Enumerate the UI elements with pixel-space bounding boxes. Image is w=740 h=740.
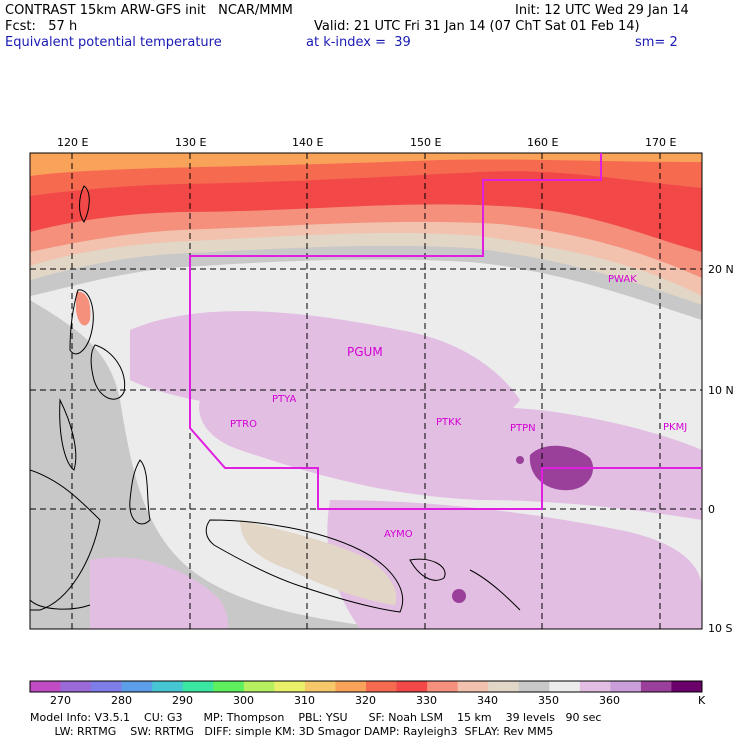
colorbar-label-350: 350: [538, 694, 559, 707]
colorbar-label-340: 340: [477, 694, 498, 707]
station-aymo: AYMO: [384, 529, 413, 540]
colorbar-swatch: [335, 681, 367, 692]
lat-label-10s: 10 S: [708, 622, 733, 635]
colorbar-swatch: [610, 681, 642, 692]
station-pwak: PWAK: [608, 274, 637, 285]
colorbar-label-290: 290: [172, 694, 193, 707]
colorbar-swatch: [640, 681, 672, 692]
colorbar-label-360: 360: [599, 694, 620, 707]
station-ptya: PTYA: [272, 394, 296, 405]
colorbar-swatch: [213, 681, 245, 692]
station-pgum: PGUM: [347, 345, 383, 359]
colorbar-label-270: 270: [50, 694, 71, 707]
colorbar-swatch: [243, 681, 275, 692]
colorbar-label-330: 330: [416, 694, 437, 707]
colorbar-swatch: [671, 681, 703, 692]
colorbar-swatch: [518, 681, 550, 692]
colorbar-swatch: [457, 681, 489, 692]
colorbar-swatch: [152, 681, 184, 692]
region-boundary: [189, 153, 702, 510]
colorbar-swatch: [30, 681, 62, 692]
colorbar-swatch: [549, 681, 581, 692]
colorbar-swatch: [396, 681, 428, 692]
station-labels: PGUM PTYA PTRO PTKK PTPN PKMJ PWAK AYMO: [230, 274, 687, 540]
colorbar-swatch: [427, 681, 459, 692]
colorbar-swatch: [182, 681, 214, 692]
colorbar-swatch: [60, 681, 92, 692]
coastlines: [30, 185, 521, 613]
station-ptkk: PTKK: [436, 417, 462, 428]
lat-label-10n: 10 N: [708, 384, 734, 397]
lon-label-150: 150 E: [410, 136, 442, 149]
model-info-line1: Model Info: V3.5.1 CU: G3 MP: Thompson P…: [30, 711, 602, 724]
lon-label-170: 170 E: [645, 136, 677, 149]
lon-label-160: 160 E: [527, 136, 559, 149]
header-valid-time: Valid: 21 UTC Fri 31 Jan 14 (07 ChT Sat …: [314, 19, 640, 34]
colorbar-unit: K: [698, 694, 706, 707]
colorbar-swatch: [274, 681, 306, 692]
header-field-name: Equivalent potential temperature: [5, 35, 222, 50]
header-init-time: Init: 12 UTC Wed 29 Jan 14: [515, 3, 689, 18]
lon-label-140: 140 E: [292, 136, 324, 149]
header-smoothing: sm= 2: [635, 35, 678, 50]
theta-e-field: [30, 153, 702, 629]
colorbar-swatch: [91, 681, 123, 692]
colorbar-swatch: [121, 681, 153, 692]
station-ptro: PTRO: [230, 419, 257, 430]
map-frame: [29, 152, 703, 630]
colorbar-swatch: [579, 681, 611, 692]
header-forecast-hour: Fcst: 57 h: [5, 19, 78, 34]
header-level: at k-index = 39: [306, 35, 411, 50]
lon-label-120: 120 E: [57, 136, 89, 149]
colorbar-swatch: [488, 681, 520, 692]
colorbar-label-310: 310: [294, 694, 315, 707]
model-info-line2: LW: RRTMG SW: RRTMG DIFF: simple KM: 3D …: [30, 725, 554, 738]
lat-label-0: 0: [708, 503, 715, 516]
colorbar-swatch: [366, 681, 398, 692]
colorbar-label-300: 300: [233, 694, 254, 707]
station-pkmj: PKMJ: [663, 422, 687, 433]
colorbar-label-320: 320: [355, 694, 376, 707]
colorbar-label-280: 280: [111, 694, 132, 707]
colorbar-frame: [29, 680, 703, 693]
station-ptpn: PTPN: [510, 423, 536, 434]
colorbar-swatch: [304, 681, 336, 692]
lat-label-20n: 20 N: [708, 263, 734, 276]
colorbar: [30, 681, 703, 692]
lon-label-130: 130 E: [175, 136, 207, 149]
header-title: CONTRAST 15km ARW-GFS init NCAR/MMM: [5, 3, 293, 18]
